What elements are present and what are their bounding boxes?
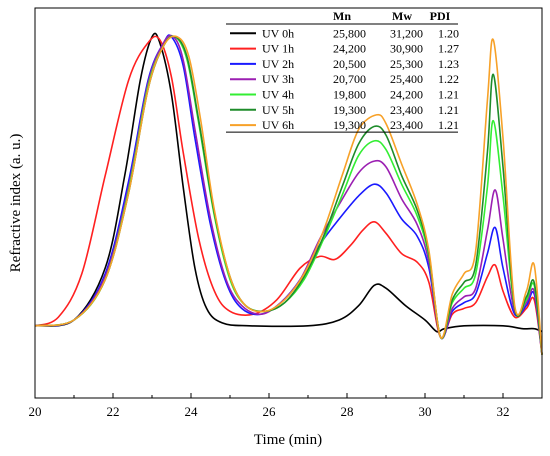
y-axis-label: Refractive index (a. u.) xyxy=(8,134,24,273)
x-tick-label-4: 28 xyxy=(341,404,354,419)
legend-table: Mn Mw PDI UV 0h 25,800 31,200 1.20 UV 1h 24,200 3… xyxy=(226,7,459,133)
legend-label-0: UV 0h xyxy=(262,26,294,40)
x-tick-label-6: 32 xyxy=(497,404,510,419)
legend-mw-5: 23,400 xyxy=(390,103,423,117)
legend-label-3: UV 3h xyxy=(262,72,294,86)
x-axis-label: Time (min) xyxy=(254,432,322,448)
legend-label-6: UV 6h xyxy=(262,118,294,132)
legend-label-1: UV 1h xyxy=(262,42,294,56)
legend-header-2: Mw xyxy=(392,9,412,23)
legend-pdi-2: 1.23 xyxy=(438,57,459,71)
legend-pdi-5: 1.21 xyxy=(438,103,459,117)
legend-mn-4: 19,800 xyxy=(333,88,366,102)
legend-mn-0: 25,800 xyxy=(333,26,366,40)
legend-mw-6: 23,400 xyxy=(390,118,423,132)
legend-label-2: UV 2h xyxy=(262,57,294,71)
legend-pdi-1: 1.27 xyxy=(438,42,459,56)
legend-label-5: UV 5h xyxy=(262,103,294,117)
legend-mn-3: 20,700 xyxy=(333,72,366,86)
legend-pdi-3: 1.22 xyxy=(438,72,459,86)
legend-pdi-4: 1.21 xyxy=(438,88,459,102)
legend-mn-1: 24,200 xyxy=(333,42,366,56)
legend-mw-3: 25,400 xyxy=(390,72,423,86)
x-tick-label-5: 30 xyxy=(419,404,432,419)
series-line-6 xyxy=(34,35,543,355)
legend-mw-1: 30,900 xyxy=(390,42,423,56)
tick-layer: 20 22 24 26 28 30 32 xyxy=(29,393,510,419)
series-line-1 xyxy=(34,35,543,355)
legend-mn-6: 19,300 xyxy=(333,118,366,132)
series-layer xyxy=(34,32,543,355)
series-line-0 xyxy=(34,32,543,333)
legend-mn-5: 19,300 xyxy=(333,103,366,117)
legend-pdi-6: 1.21 xyxy=(438,118,459,132)
legend-pdi-0: 1.20 xyxy=(438,26,459,40)
legend-label-4: UV 4h xyxy=(262,88,294,102)
series-line-3 xyxy=(34,34,543,355)
legend-header-3: PDI xyxy=(430,9,451,23)
legend-header-1: Mn xyxy=(333,9,351,23)
legend-mw-4: 24,200 xyxy=(390,88,423,102)
legend-mw-2: 25,300 xyxy=(390,57,423,71)
legend-mn-2: 20,500 xyxy=(333,57,366,71)
x-tick-label-0: 20 xyxy=(29,404,42,419)
legend-mw-0: 31,200 xyxy=(390,26,423,40)
x-tick-label-1: 22 xyxy=(107,404,120,419)
x-tick-label-3: 26 xyxy=(263,404,277,419)
x-tick-label-2: 24 xyxy=(185,404,199,419)
